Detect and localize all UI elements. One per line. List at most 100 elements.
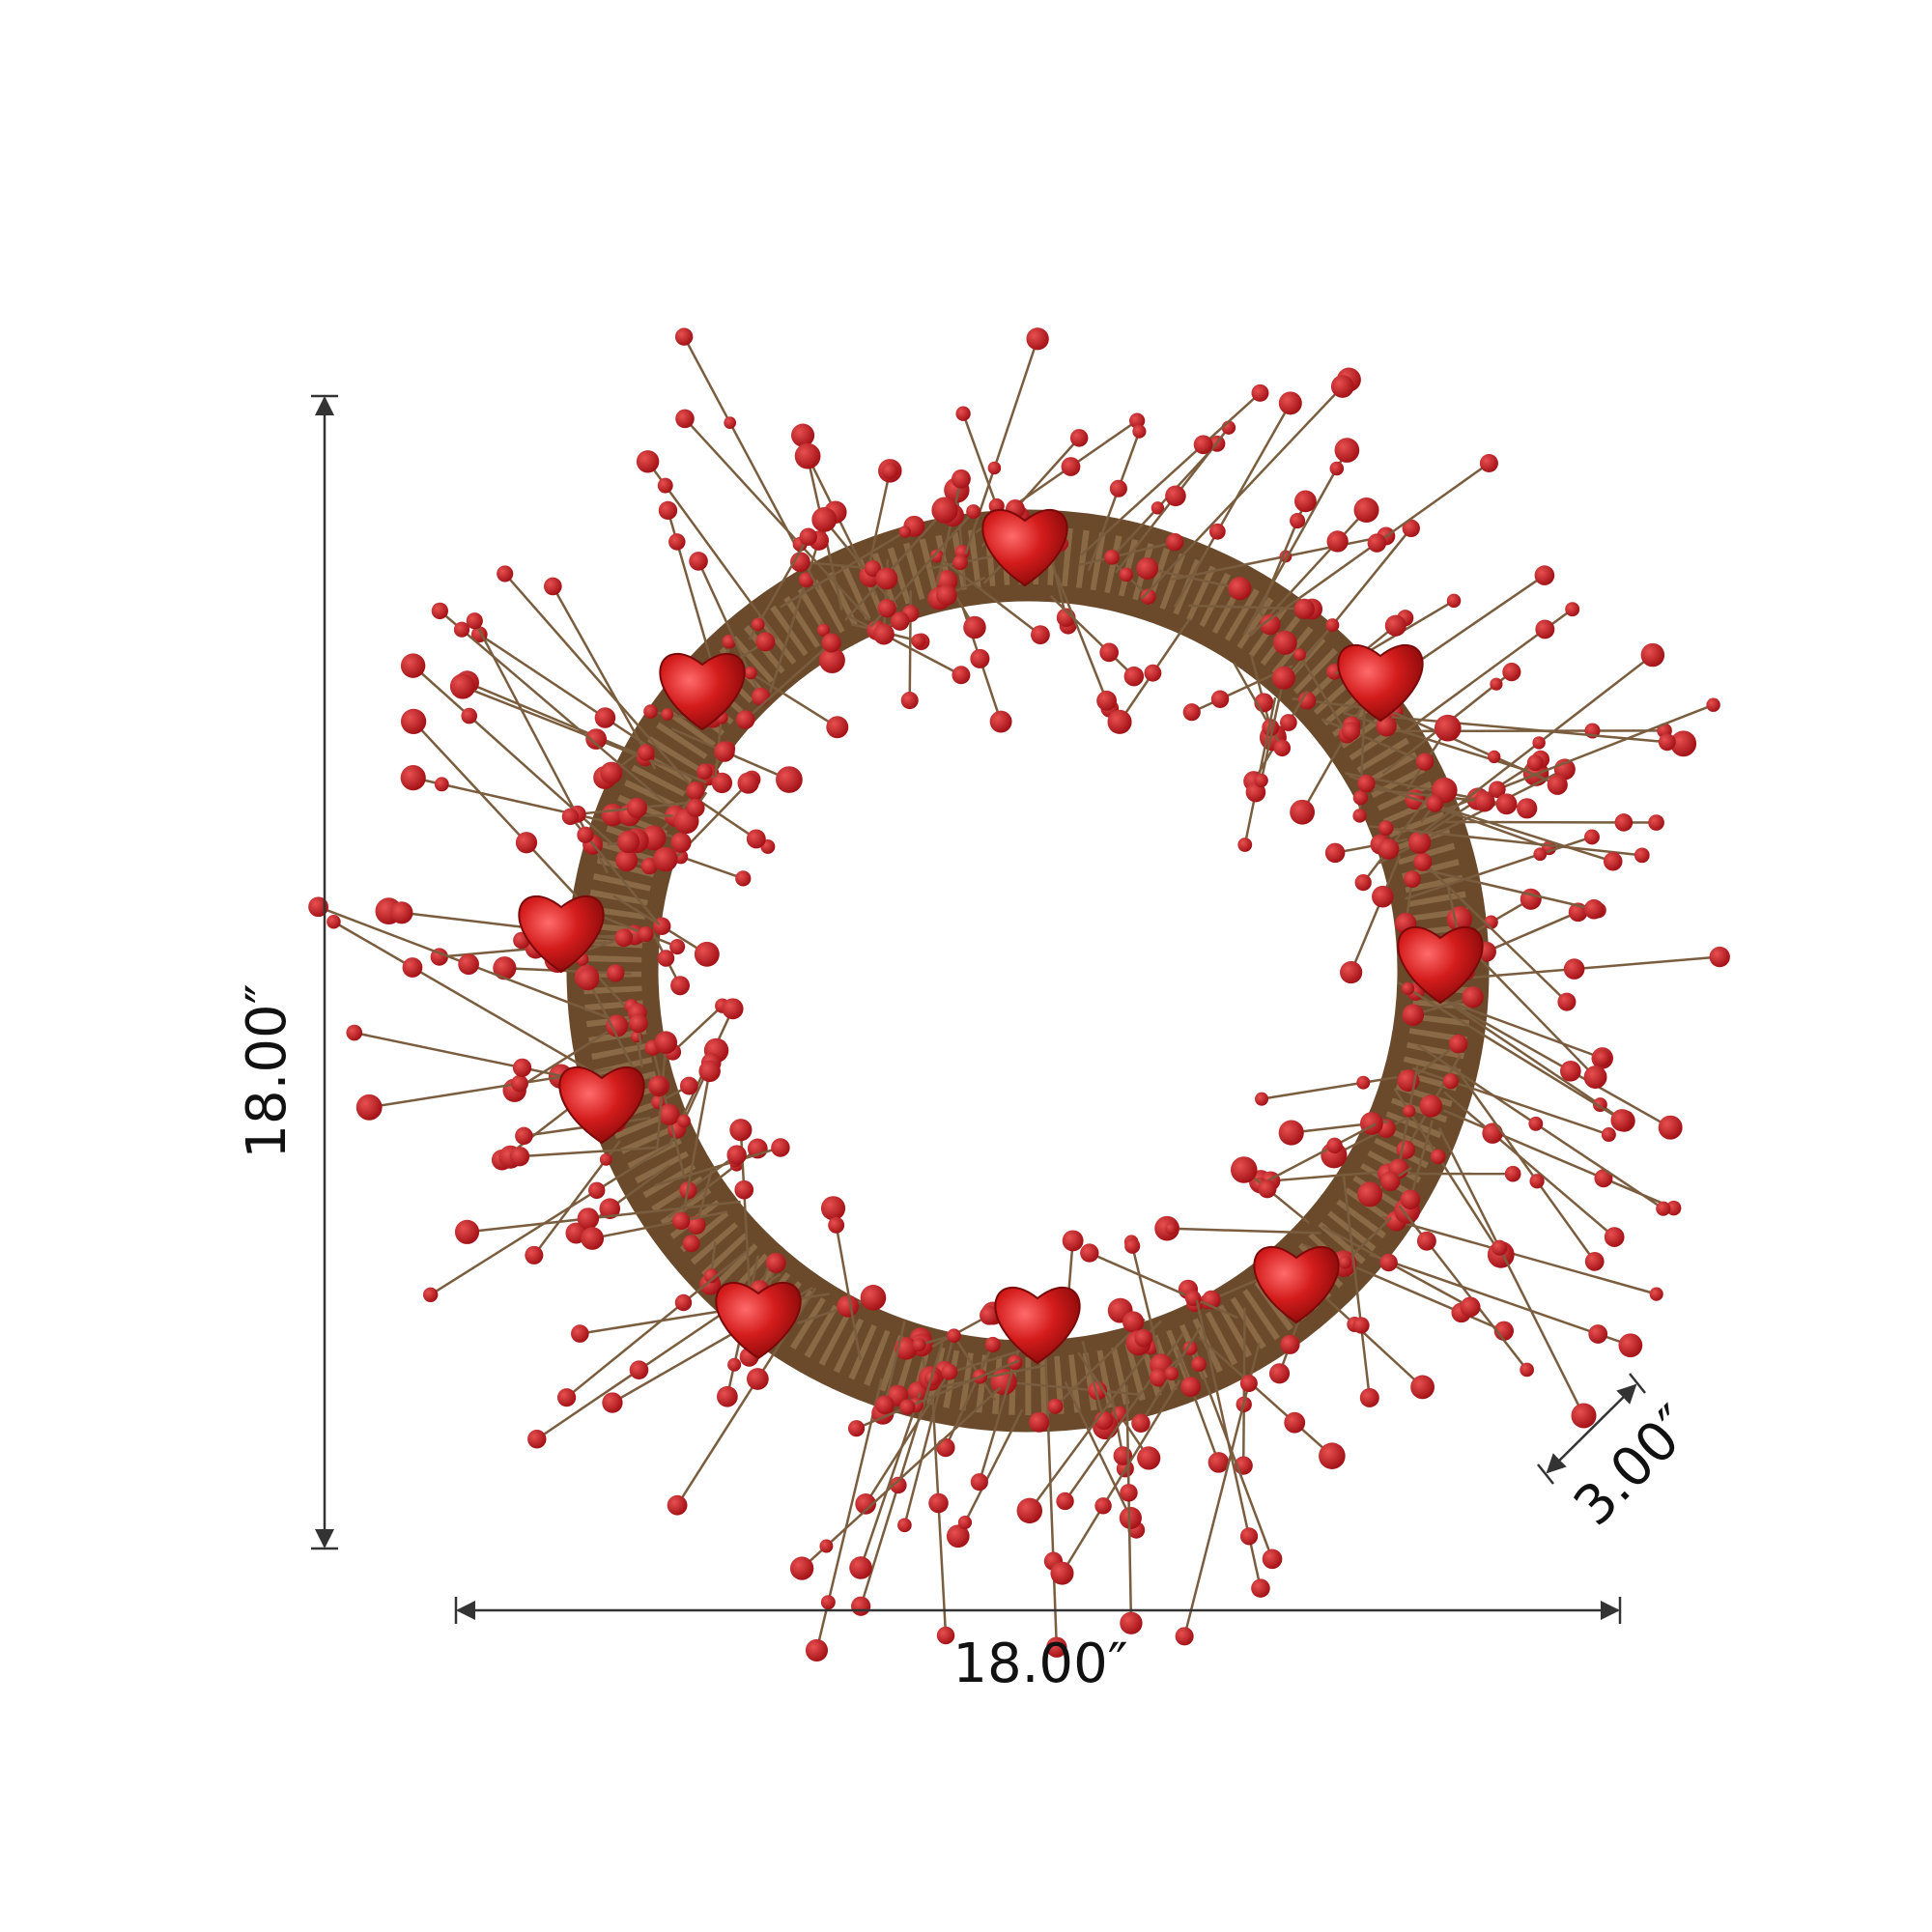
berry [966, 504, 981, 520]
twig [654, 1146, 781, 1187]
berry [682, 1235, 700, 1253]
berry [1557, 992, 1577, 1011]
berry [1588, 1324, 1608, 1344]
berry [946, 1524, 970, 1548]
berry [897, 1518, 912, 1533]
berry [746, 1368, 769, 1390]
berry [1122, 1311, 1145, 1333]
berry [930, 549, 945, 563]
berry [670, 976, 690, 996]
berry [1340, 960, 1363, 984]
berry [820, 1595, 836, 1610]
berry [1099, 642, 1119, 663]
wreath [308, 327, 1730, 1662]
berry [1533, 847, 1548, 862]
berry [1529, 1174, 1545, 1189]
berry [577, 1208, 600, 1230]
heart [1253, 1246, 1340, 1324]
berry [576, 967, 600, 991]
berry [1357, 1181, 1383, 1208]
twig [1061, 1378, 1181, 1575]
berry [449, 673, 476, 699]
berry [776, 766, 803, 793]
berry [515, 1126, 533, 1146]
berry [1656, 1201, 1671, 1216]
berry [1670, 730, 1697, 757]
berry [679, 1076, 698, 1095]
berry [696, 763, 713, 780]
berry [689, 552, 708, 571]
twig [462, 685, 663, 767]
twig [1125, 1384, 1133, 1624]
heart [1337, 644, 1424, 723]
berry [816, 623, 831, 637]
twig [1167, 1227, 1321, 1235]
berry [657, 950, 675, 967]
berry [1601, 1127, 1616, 1143]
twig [478, 633, 652, 750]
twig [769, 540, 820, 694]
berry [791, 423, 815, 447]
berry [346, 1024, 363, 1041]
twig [1043, 1350, 1059, 1648]
berry [1278, 1120, 1304, 1146]
berry [1492, 1239, 1508, 1256]
heart [981, 509, 1068, 587]
twig [845, 613, 962, 676]
twig [801, 1386, 1002, 1570]
berry [963, 615, 986, 639]
heart [518, 895, 605, 974]
berry [1330, 375, 1354, 398]
twig [430, 1142, 672, 1296]
berry [1119, 1506, 1142, 1530]
berry [1584, 1251, 1605, 1271]
berry [1376, 716, 1397, 737]
berry [1251, 1578, 1270, 1598]
berry [898, 526, 911, 538]
berry [674, 1293, 693, 1312]
berry [980, 1305, 1000, 1325]
berry [1255, 1092, 1269, 1106]
berry [1648, 814, 1664, 831]
berry [1571, 1403, 1597, 1429]
twig [591, 1210, 728, 1240]
berry [454, 1219, 480, 1244]
berry [687, 1215, 706, 1235]
berry [873, 623, 895, 645]
berry [658, 500, 678, 521]
twig [800, 560, 876, 570]
berry [1479, 453, 1498, 472]
twig [844, 509, 946, 621]
berry [1489, 781, 1506, 798]
berry [1430, 1149, 1446, 1165]
twig [1176, 1349, 1220, 1463]
berry [798, 572, 814, 588]
berry [1239, 1527, 1259, 1546]
berry [1434, 714, 1462, 742]
berry [606, 1014, 629, 1037]
berry [1326, 530, 1349, 553]
berry [1495, 793, 1518, 815]
berry [1165, 532, 1184, 552]
twig [1450, 1001, 1604, 1060]
berry [1293, 648, 1306, 662]
twig [1333, 1114, 1413, 1156]
height-label: 18.00″ [236, 983, 298, 1158]
berry [837, 1294, 859, 1318]
berry [1273, 739, 1292, 757]
berry [1416, 1231, 1436, 1251]
berry [1208, 523, 1226, 540]
berry [1136, 557, 1159, 580]
berry [1124, 1237, 1141, 1254]
berry [819, 1539, 834, 1553]
berry [1367, 533, 1387, 553]
berry [799, 527, 818, 546]
berry [515, 832, 538, 854]
twig [682, 1063, 713, 1214]
berry [911, 634, 926, 648]
berry [1547, 774, 1568, 795]
berry [402, 957, 423, 978]
berry [636, 450, 660, 473]
berry [1709, 946, 1730, 968]
